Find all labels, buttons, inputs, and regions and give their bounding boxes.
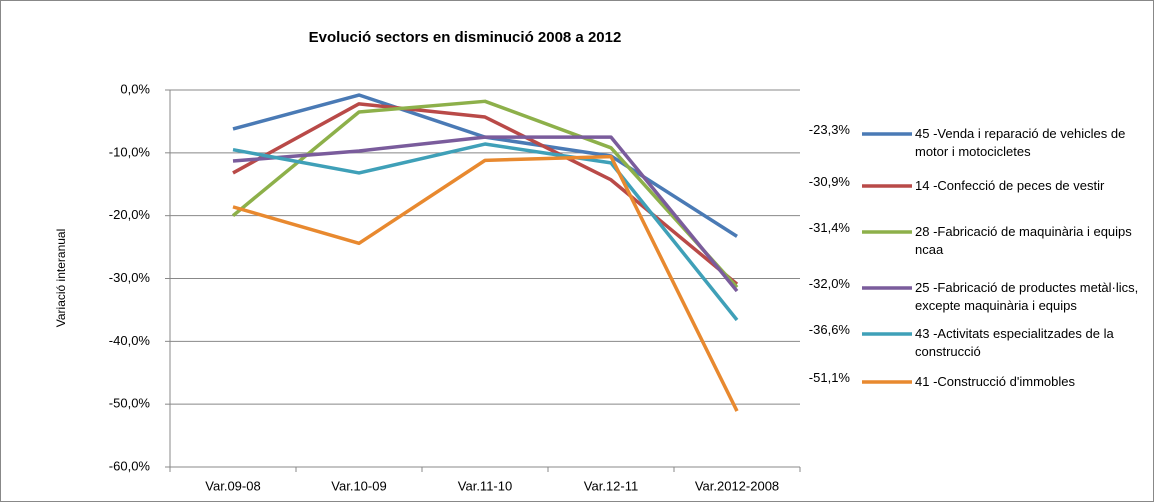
- legend-label: 43 -Activitats especialitzades de la con…: [915, 326, 1114, 359]
- data-label: -51,1%: [808, 370, 850, 385]
- legend-label: 25 -Fabricació de productes metàl·lics, …: [915, 280, 1139, 313]
- legend-label: 28 -Fabricació de maquinària i equips nc…: [915, 224, 1132, 257]
- chart-title: Evolució sectors en disminució 2008 a 20…: [309, 29, 622, 46]
- y-tick-label: -50,0%: [109, 396, 151, 411]
- series-line: [231, 99, 739, 289]
- y-tick-label: -40,0%: [109, 333, 151, 348]
- x-tick-label: Var.09-08: [205, 478, 260, 493]
- series-line: [232, 135, 739, 293]
- series-line: [232, 154, 739, 412]
- y-tick-label: -60,0%: [109, 458, 151, 473]
- y-axis-title: Variació interanual: [54, 229, 68, 328]
- y-tick-label: 0,0%: [120, 81, 150, 96]
- data-label: -23,3%: [808, 122, 850, 137]
- y-tick-label: -30,0%: [109, 270, 151, 285]
- legend-label: 41 -Construcció d'immobles: [915, 374, 1075, 389]
- y-tick-label: -20,0%: [109, 207, 151, 222]
- x-tick-label: Var.11-10: [458, 478, 512, 493]
- data-label: -36,6%: [808, 322, 850, 337]
- data-label: -30,9%: [808, 174, 850, 189]
- legend-label: 45 -Venda i reparació de vehicles de mot…: [915, 126, 1126, 159]
- x-tick-label: Var.10-09: [331, 478, 386, 493]
- series-line: [232, 142, 739, 322]
- legend-label: 14 -Confecció de peces de vestir: [915, 178, 1105, 193]
- data-label: -31,4%: [808, 220, 850, 235]
- x-tick-label: Var.2012-2008: [695, 478, 779, 493]
- y-tick-label: -10,0%: [109, 144, 151, 159]
- data-label: -32,0%: [808, 276, 850, 291]
- x-tick-label: Var.12-11: [584, 478, 638, 493]
